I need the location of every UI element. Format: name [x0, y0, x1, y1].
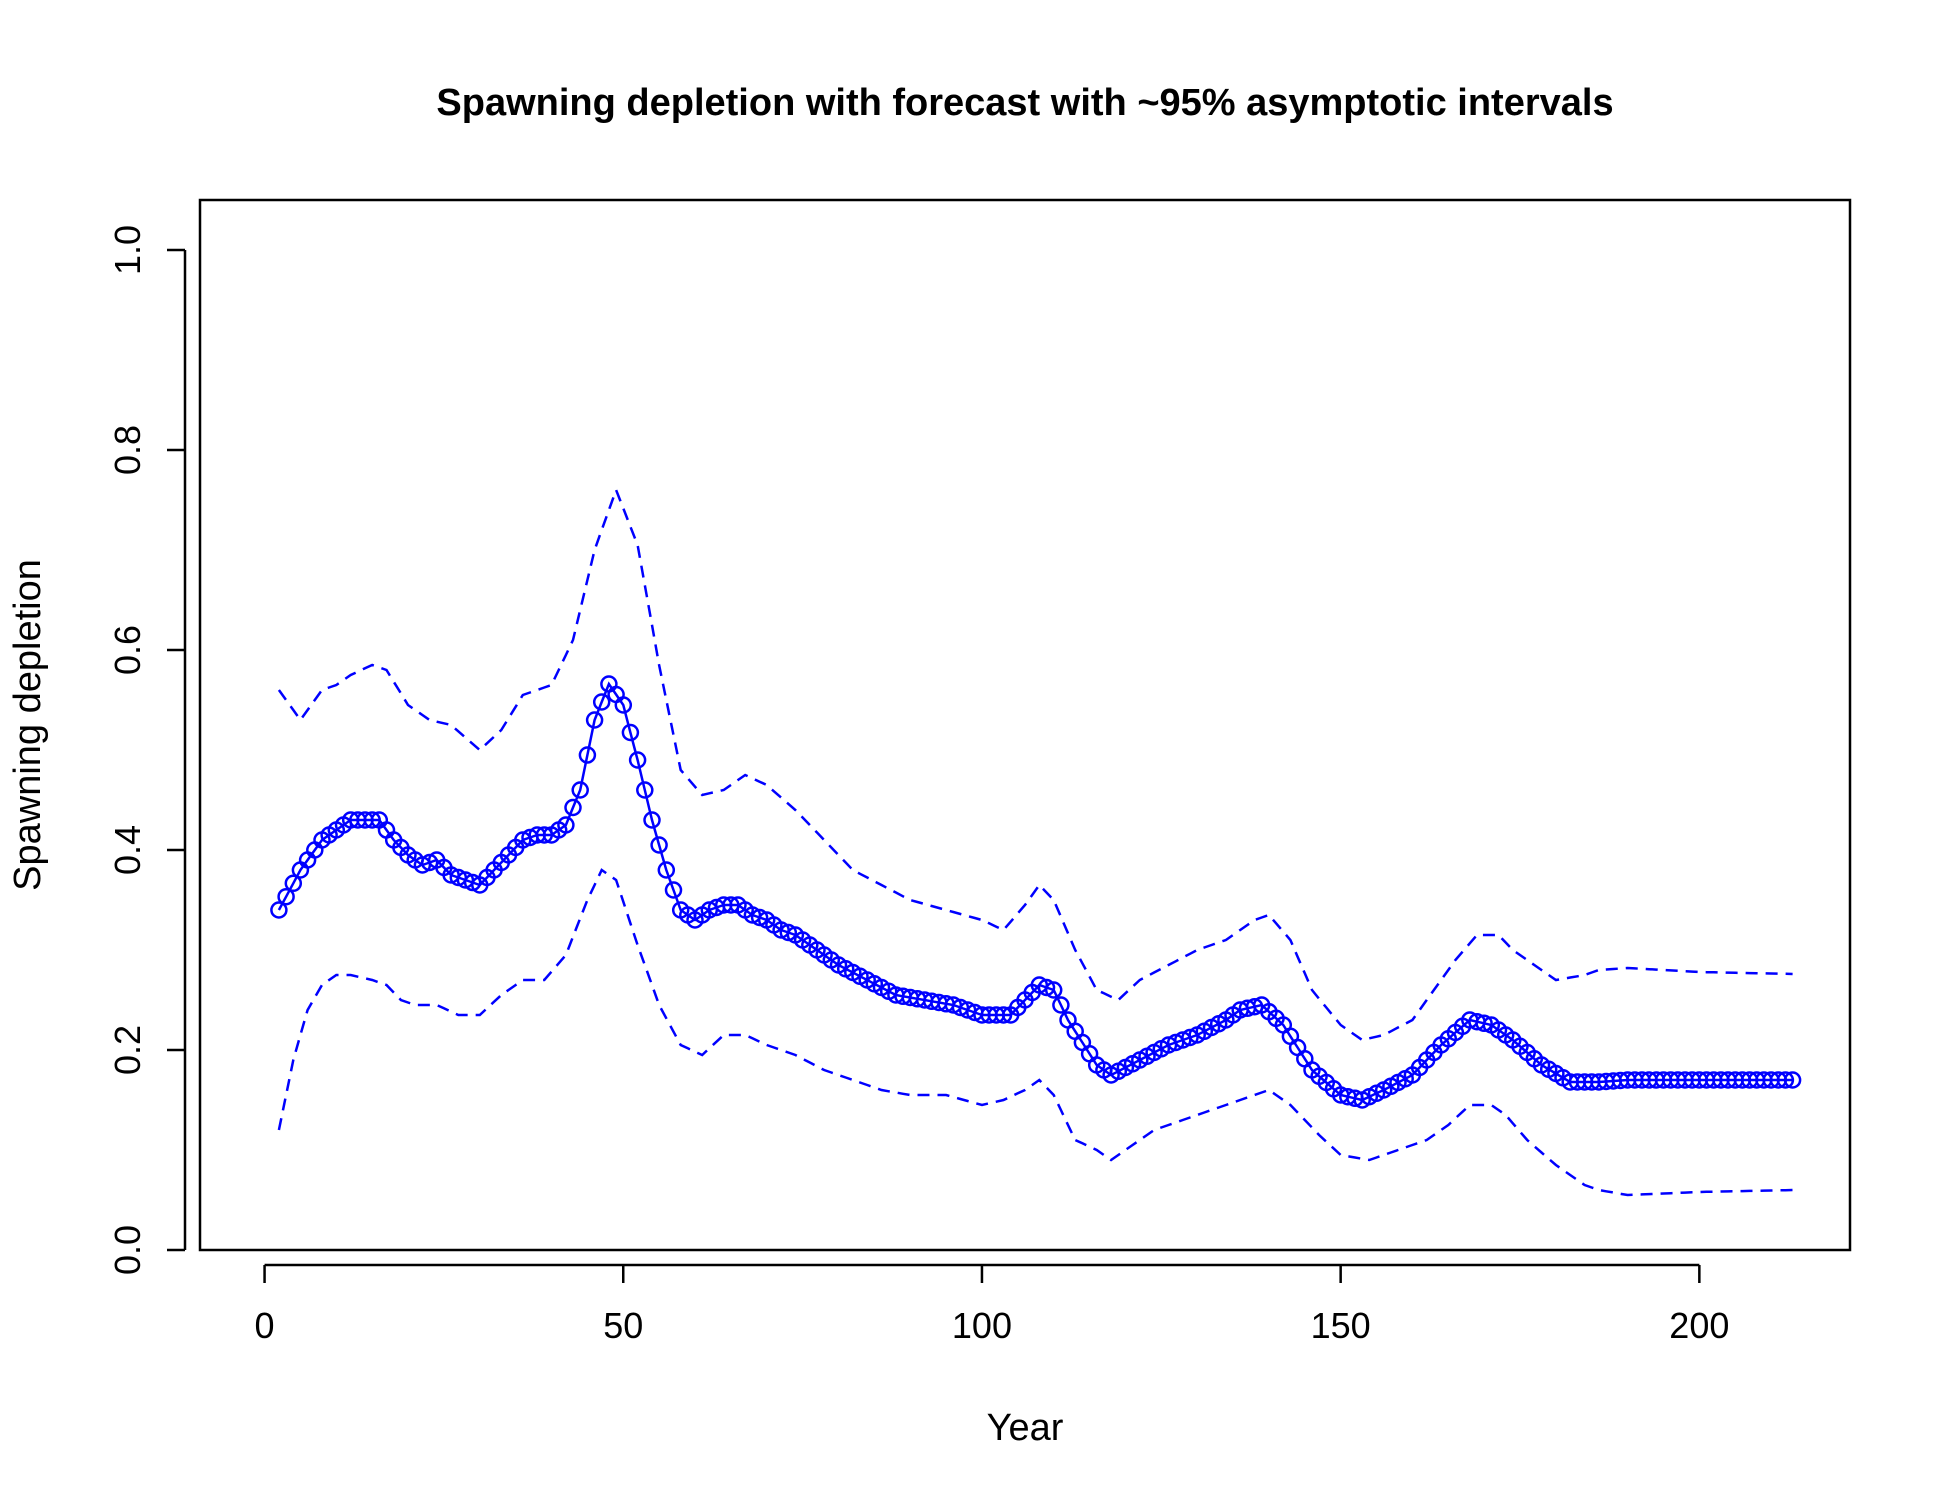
data-point: [592, 693, 611, 711]
data-point: [284, 874, 303, 893]
y-axis: 0.0 0.2 0.4 0.6 0.8 1.0: [107, 225, 187, 1275]
x-axis-label: Year: [987, 1407, 1064, 1449]
interval-line: [277, 868, 1793, 1197]
plot-frame: [198, 198, 1852, 1252]
x-tick-label: 200: [1669, 1305, 1729, 1346]
data-point: [1776, 1071, 1795, 1089]
x-axis: 0 50 100 150 200: [255, 1263, 1729, 1346]
data-point: [1783, 1071, 1802, 1089]
data-point: [636, 781, 654, 799]
y-tick-label: 0.2: [107, 1025, 148, 1075]
data-point: [1475, 1014, 1493, 1033]
x-tick-label: 0: [255, 1305, 275, 1346]
data-point: [1044, 981, 1063, 999]
data-point: [564, 798, 582, 817]
y-tick-label: 0.4: [107, 825, 148, 875]
interval-line: [277, 486, 1793, 1042]
y-tick-label: 0.0: [107, 1225, 148, 1275]
data-point: [621, 723, 640, 742]
data-point: [585, 711, 604, 729]
data-point: [571, 781, 589, 799]
data-point: [1052, 996, 1070, 1014]
data-point: [994, 1006, 1013, 1024]
x-tick-label: 100: [952, 1305, 1012, 1346]
series-layer: [270, 486, 1802, 1197]
data-point: [628, 751, 647, 769]
data-point: [664, 881, 683, 899]
data-point: [277, 887, 295, 906]
data-point: [650, 836, 668, 854]
data-point: [363, 811, 381, 829]
data-point: [578, 746, 597, 764]
data-point: [1181, 1028, 1199, 1047]
data-point: [1037, 978, 1056, 997]
data-point: [614, 696, 633, 714]
data-point: [657, 861, 676, 879]
y-tick-label: 0.8: [107, 425, 148, 475]
chart-title: Spawning depletion with forecast with ~9…: [436, 82, 1613, 124]
data-point: [270, 901, 288, 919]
y-tick-label: 1.0: [107, 225, 148, 275]
data-point: [557, 816, 575, 834]
x-tick-label: 50: [603, 1305, 643, 1346]
y-tick-label: 0.6: [107, 625, 148, 675]
x-tick-label: 150: [1311, 1305, 1371, 1346]
y-axis-label: Spawning depletion: [7, 559, 49, 891]
data-point: [643, 811, 661, 829]
